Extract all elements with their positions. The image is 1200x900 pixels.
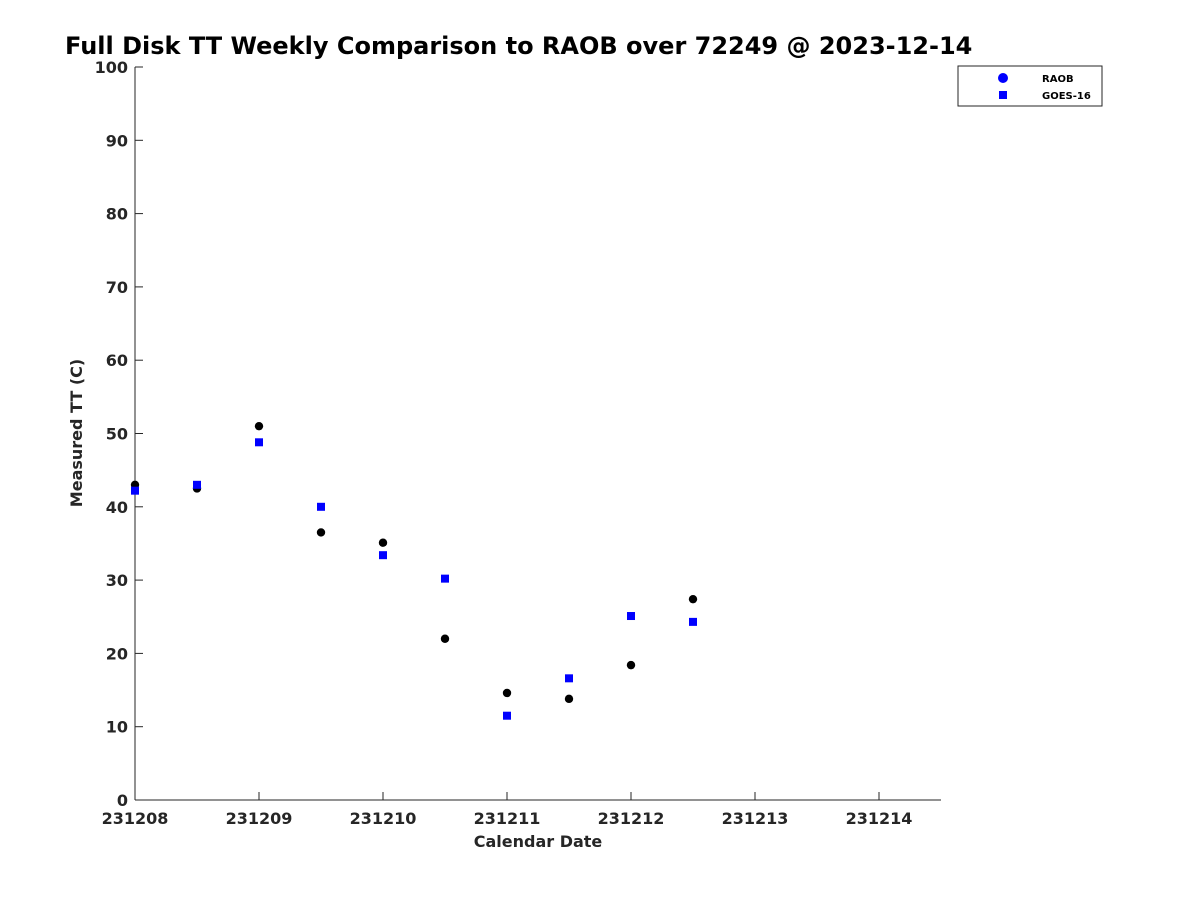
- y-tick-label: 100: [95, 58, 128, 77]
- raob-point: [254, 421, 264, 431]
- y-tick-label: 70: [106, 278, 128, 297]
- x-tick-label: 231212: [598, 809, 665, 828]
- goes-16-point: [131, 486, 139, 495]
- y-tick-label: 40: [106, 498, 128, 517]
- x-axis-label: Calendar Date: [474, 832, 603, 851]
- y-axis-ticks: 0 10 20 30 40 50 60 70 80 90 100: [95, 58, 143, 810]
- x-tick-label: 231208: [102, 809, 169, 828]
- goes-16-point: [627, 612, 635, 621]
- goes-16-point: [565, 674, 573, 683]
- goes-16-point: [317, 502, 325, 511]
- y-tick-label: 80: [106, 205, 128, 224]
- goes-16-point: [441, 574, 449, 583]
- y-tick-label: 20: [106, 644, 128, 663]
- raob-point: [626, 660, 636, 670]
- x-tick-label: 231210: [350, 809, 417, 828]
- raob-point: [378, 538, 388, 547]
- y-tick-label: 30: [106, 571, 128, 590]
- raob-point: [688, 594, 698, 604]
- legend: RAOB GOES-16: [957, 65, 1103, 107]
- raob-point: [502, 688, 512, 698]
- x-tick-label: 231211: [474, 809, 541, 828]
- plot-area: [134, 67, 941, 801]
- raob-point: [316, 528, 326, 537]
- legend-raob-label: RAOB: [1042, 74, 1074, 85]
- goes-16-point: [255, 438, 263, 447]
- y-tick-label: 10: [106, 718, 128, 737]
- y-tick-label: 50: [106, 425, 128, 444]
- goes-16-point: [689, 617, 697, 626]
- raob-point: [564, 694, 574, 704]
- legend-goes-16-label: GOES-16: [1042, 91, 1091, 102]
- x-axis-ticks: 231208 231209 231210 231211 231212 231213 2312…: [102, 792, 913, 828]
- chart-title: Full Disk TT Weekly Comparison to RAOB o…: [65, 32, 972, 60]
- x-tick-label: 231213: [722, 809, 789, 828]
- data-points: [130, 421, 698, 720]
- y-tick-label: 90: [106, 131, 128, 150]
- goes-16-point: [193, 480, 201, 489]
- goes-16-point: [379, 551, 387, 560]
- legend-box: [957, 65, 1103, 107]
- x-tick-label: 231209: [226, 809, 293, 828]
- raob-point: [440, 634, 450, 643]
- legend-goes-16-marker: [999, 91, 1007, 99]
- legend-raob-marker: [998, 73, 1008, 83]
- x-tick-label: 231214: [846, 809, 913, 828]
- y-tick-label: 0: [117, 791, 128, 810]
- goes-16-point: [503, 711, 511, 720]
- y-tick-label: 60: [106, 351, 128, 370]
- y-axis-label: Measured TT (C): [67, 359, 86, 507]
